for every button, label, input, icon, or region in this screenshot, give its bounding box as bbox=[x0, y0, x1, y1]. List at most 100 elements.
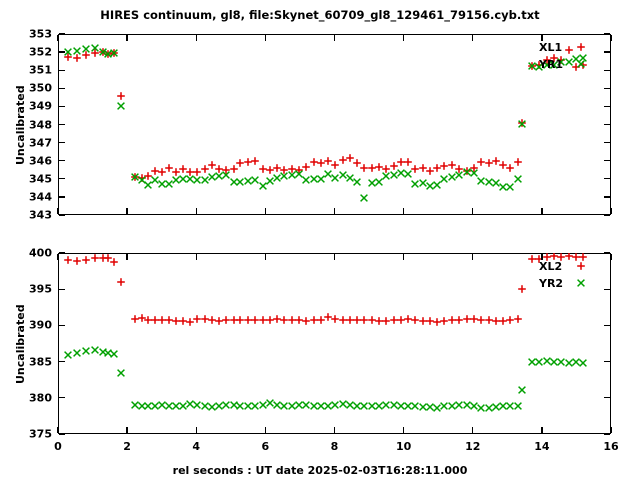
axis-tick bbox=[59, 196, 65, 198]
axis-tick bbox=[472, 208, 474, 214]
y-tick-label: 351 bbox=[29, 63, 52, 77]
axis-tick bbox=[59, 288, 65, 290]
axis-tick bbox=[604, 252, 610, 254]
axis-tick bbox=[472, 35, 474, 41]
axis-tick bbox=[59, 433, 65, 435]
axis-tick bbox=[604, 105, 610, 108]
axis-tick bbox=[59, 69, 65, 71]
axis-tick bbox=[59, 214, 65, 216]
axis-tick bbox=[610, 35, 612, 41]
axis-tick bbox=[402, 427, 405, 433]
axis-tick bbox=[333, 35, 336, 41]
x-tick-label: 2 bbox=[123, 440, 131, 453]
axis-tick bbox=[604, 51, 610, 53]
x-axis-label: rel seconds : UT date 2025-02-03T16:28:1… bbox=[172, 464, 468, 477]
x-tick-label: 6 bbox=[261, 440, 270, 453]
x-tick-label: 0 bbox=[54, 440, 62, 453]
y-tick-label: 353 bbox=[29, 27, 52, 41]
axis-tick bbox=[59, 33, 65, 35]
axis-tick bbox=[541, 35, 543, 41]
axis-tick bbox=[57, 427, 59, 433]
legend-label-xl1: XL1 bbox=[539, 41, 563, 54]
axis-tick bbox=[59, 360, 65, 363]
axis-tick bbox=[604, 324, 610, 327]
axis-tick bbox=[604, 214, 610, 216]
y-tick-label: 344 bbox=[29, 190, 52, 204]
y-tick-label: 385 bbox=[29, 355, 52, 369]
axis-tick bbox=[57, 254, 59, 260]
axis-tick bbox=[264, 208, 267, 214]
axis-tick bbox=[610, 208, 612, 214]
bottom-y-axis-label: Uncalibrated bbox=[14, 304, 27, 384]
top-plot-panel: XL1 YR1 bbox=[57, 33, 612, 216]
axis-tick bbox=[264, 35, 267, 41]
axis-tick bbox=[604, 178, 610, 180]
x-tick-label: 12 bbox=[465, 440, 481, 453]
y-tick-label: 352 bbox=[29, 45, 52, 59]
axis-tick bbox=[126, 254, 128, 260]
x-tick-label: 10 bbox=[395, 440, 412, 453]
axis-tick bbox=[333, 254, 336, 260]
axis-tick bbox=[604, 196, 610, 198]
axis-tick bbox=[402, 254, 405, 260]
axis-tick bbox=[333, 427, 336, 433]
axis-tick bbox=[57, 208, 59, 214]
axis-tick bbox=[604, 87, 610, 89]
axis-tick bbox=[195, 254, 197, 260]
axis-tick bbox=[541, 208, 543, 214]
x-tick-label: 8 bbox=[330, 440, 339, 453]
y-tick-label: 350 bbox=[29, 81, 52, 95]
axis-tick bbox=[59, 397, 65, 399]
axis-tick bbox=[59, 105, 65, 108]
axis-tick bbox=[472, 427, 474, 433]
axis-tick bbox=[541, 427, 543, 433]
axis-tick bbox=[57, 35, 59, 41]
axis-tick bbox=[604, 288, 610, 290]
axis-tick bbox=[59, 160, 65, 162]
x-tick-label: 4 bbox=[192, 440, 201, 453]
axis-tick bbox=[59, 123, 65, 126]
axis-tick bbox=[264, 427, 267, 433]
y-tick-label: 347 bbox=[29, 136, 52, 150]
axis-tick bbox=[541, 254, 543, 260]
legend-label-yr1: YR1 bbox=[539, 58, 564, 71]
axis-tick bbox=[59, 87, 65, 89]
x-tick-label: 14 bbox=[534, 440, 550, 453]
y-tick-label: 346 bbox=[29, 154, 52, 168]
axis-tick bbox=[195, 208, 197, 214]
bottom-plot-panel: XL2 YR2 bbox=[57, 252, 612, 435]
axis-tick bbox=[402, 208, 405, 214]
axis-tick bbox=[472, 254, 474, 260]
y-tick-label: 400 bbox=[29, 246, 52, 260]
y-tick-label: 380 bbox=[29, 391, 52, 405]
axis-tick bbox=[604, 141, 610, 144]
axis-tick bbox=[59, 252, 65, 254]
y-tick-label: 345 bbox=[29, 172, 52, 186]
axis-tick bbox=[610, 254, 612, 260]
axis-tick bbox=[333, 208, 336, 214]
axis-tick bbox=[604, 33, 610, 35]
axis-tick bbox=[610, 427, 612, 433]
legend-label-xl2: XL2 bbox=[539, 260, 563, 273]
legend-label-yr2: YR2 bbox=[539, 277, 564, 290]
y-tick-label: 343 bbox=[29, 208, 52, 222]
axis-tick bbox=[195, 427, 197, 433]
axis-tick bbox=[59, 324, 65, 327]
top-y-axis-label: Uncalibrated bbox=[14, 85, 27, 165]
axis-tick bbox=[604, 160, 610, 162]
axis-tick bbox=[126, 427, 128, 433]
axis-tick bbox=[604, 360, 610, 363]
x-tick-label: 16 bbox=[603, 440, 619, 453]
y-tick-label: 348 bbox=[29, 118, 52, 131]
y-tick-label: 395 bbox=[29, 282, 52, 296]
y-tick-label: 375 bbox=[29, 427, 52, 441]
bottom-data-layer bbox=[58, 253, 611, 434]
axis-tick bbox=[604, 69, 610, 71]
axis-tick bbox=[126, 35, 128, 41]
page-title: HIRES continuum, gl8, file:Skynet_60709_… bbox=[100, 8, 540, 22]
axis-tick bbox=[195, 35, 197, 41]
axis-tick bbox=[126, 208, 128, 214]
axis-tick bbox=[402, 35, 405, 41]
axis-tick bbox=[59, 51, 65, 53]
